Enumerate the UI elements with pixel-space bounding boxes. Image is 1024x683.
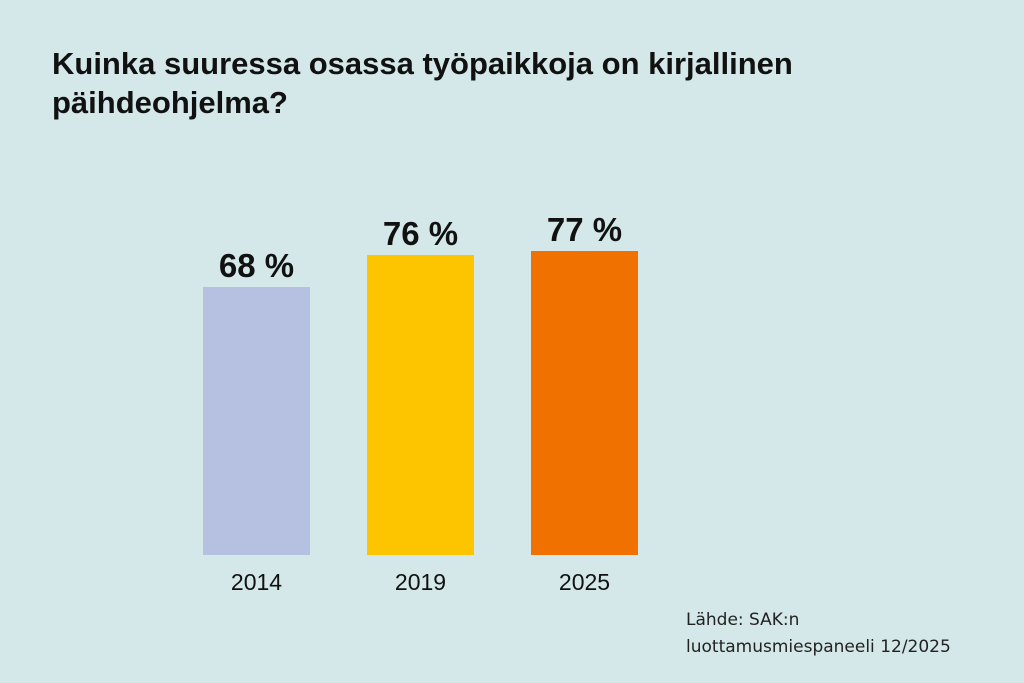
value-label-2014: 68 % (219, 247, 294, 284)
bar-2019 (367, 255, 474, 555)
x-tick-label-2019: 2019 (395, 569, 446, 595)
chart-title: Kuinka suuressa osassa työpaikkoja on ki… (52, 46, 793, 120)
value-label-2025: 77 % (547, 211, 622, 248)
x-tick-label-2014: 2014 (231, 569, 282, 595)
value-label-2019: 76 % (383, 215, 458, 252)
source-note: Lähde: SAK:n luottamusmiespaneeli 12/202… (686, 607, 951, 661)
source-line-1: Lähde: SAK:n (686, 610, 800, 630)
bar-2025 (531, 251, 638, 555)
x-tick-label-2025: 2025 (559, 569, 610, 595)
bar-2014 (203, 287, 310, 555)
source-line-2: luottamusmiespaneeli 12/2025 (686, 637, 951, 657)
